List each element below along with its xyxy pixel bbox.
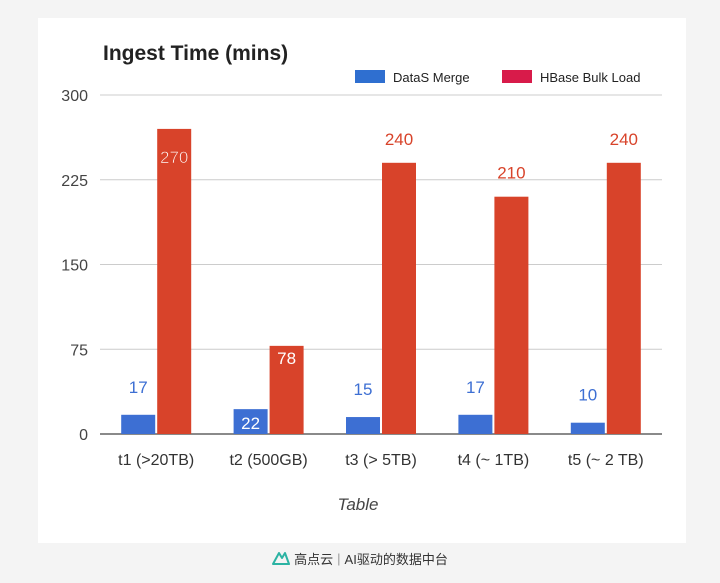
y-tick-label: 0 (79, 427, 88, 444)
data-label: 240 (385, 130, 413, 149)
y-tick-labels: 0 75 150 225 300 (61, 88, 88, 444)
logo-icon (272, 552, 291, 565)
legend: DataS Merge HBase Bulk Load (355, 70, 640, 85)
watermark-slogan: AI驱动的数据中台 (344, 551, 448, 567)
data-label: 10 (578, 386, 597, 405)
grid-lines (100, 94, 662, 435)
chart-title: Ingest Time (mins) (103, 42, 288, 65)
x-tick-labels: t1 (>20TB) t2 (500GB) t3 (> 5TB) t4 (~ 1TB)… (118, 452, 643, 469)
bar-datas-merge (121, 414, 156, 434)
bar-hbase-bulk-load (494, 196, 529, 434)
data-labels: 17 270 22 78 15 240 17 210 10 240 (129, 130, 638, 433)
x-tick-label: t4 (~ 1TB) (458, 452, 530, 469)
y-tick-label: 300 (61, 88, 88, 105)
y-tick-label: 75 (70, 342, 88, 359)
data-label: 78 (277, 349, 296, 368)
x-tick-label: t3 (> 5TB) (345, 452, 417, 469)
data-label: 210 (497, 164, 525, 183)
x-tick-label: t2 (500GB) (229, 452, 307, 469)
y-tick-label: 225 (61, 173, 88, 190)
bar-datas-merge (233, 409, 268, 434)
data-label: 240 (610, 130, 638, 149)
watermark-separator: | (337, 550, 341, 566)
bar-datas-merge (346, 417, 380, 434)
bar-hbase-bulk-load (157, 128, 192, 434)
bar-hbase-bulk-load (382, 162, 416, 435)
y-tick-label: 150 (61, 258, 88, 275)
bars (121, 128, 641, 435)
x-axis-label: Table (338, 495, 379, 514)
bar-datas-merge (570, 422, 605, 434)
legend-label: DataS Merge (393, 70, 470, 85)
data-label: 22 (241, 414, 260, 433)
chart-card (38, 18, 686, 543)
watermark-brand: 高点云 (294, 551, 334, 567)
legend-label: HBase Bulk Load (540, 70, 640, 85)
data-label: 17 (466, 378, 485, 397)
data-label: 15 (354, 380, 373, 399)
data-label: 17 (129, 378, 148, 397)
data-label: 270 (160, 148, 188, 167)
x-tick-label: t1 (>20TB) (118, 452, 194, 469)
bar-datas-merge (458, 414, 493, 434)
x-tick-label: t5 (~ 2 TB) (568, 452, 644, 469)
legend-swatch (355, 70, 385, 83)
bar-hbase-bulk-load (606, 162, 641, 435)
bar-hbase-bulk-load (269, 345, 304, 434)
legend-swatch (502, 70, 532, 83)
watermark: 高点云 | AI驱动的数据中台 (0, 546, 720, 570)
